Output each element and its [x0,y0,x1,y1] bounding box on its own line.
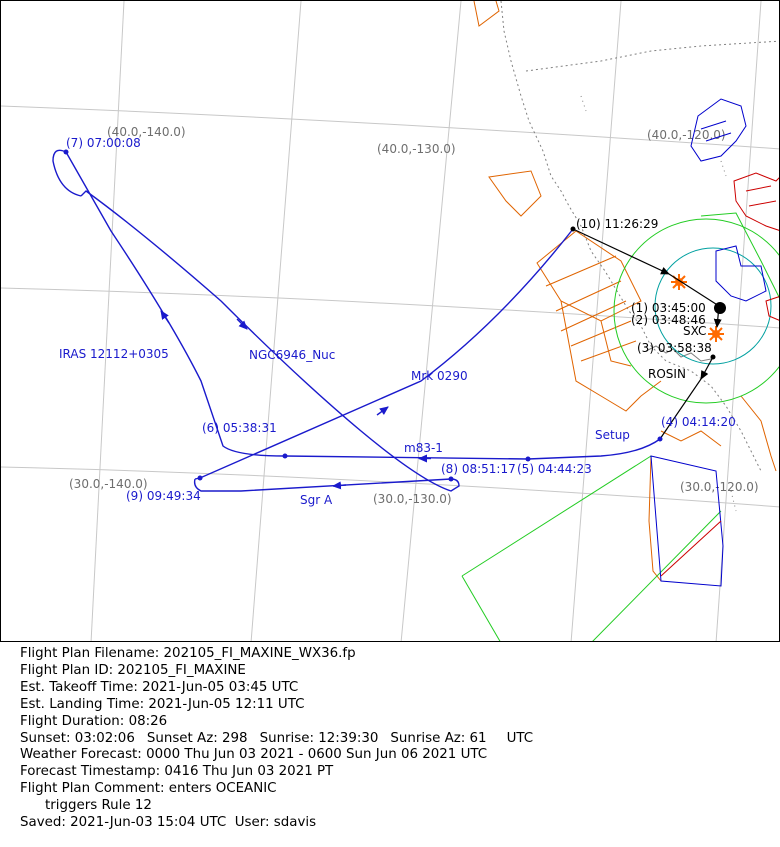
leg-labels: Setup m83-1 IRAS 12112+0305 NGC6946_Nuc … [59,347,630,507]
leg-ngc [80,190,460,492]
graticule [1,1,779,641]
waypoint-label-9: (9) 09:49:34 [126,489,201,503]
fix-label-sxc: SXC [683,324,706,338]
airspace-blue [650,98,767,587]
airspace-red [660,172,779,577]
meridian-135 [250,1,302,641]
coastline [500,1,779,512]
leg-sgra [193,478,452,492]
waypoint-label-2: (2) 03:48:46 [631,313,706,327]
info-comment-continued: triggers Rule 12 [45,798,152,814]
leg-mrk [194,228,574,480]
grid-label-30-120: (30.0,-120.0) [680,480,759,494]
info-sunset: Sunset: 03:02:06 [20,730,135,746]
meridian-140 [90,1,125,641]
info-takeoff: Est. Takeoff Time: 2021-Jun-05 03:45 UTC [20,679,299,695]
waypoint-marker[interactable] [657,436,663,442]
fix-labels: SXC ROSIN [648,324,706,381]
grid-label-40-120: (40.0,-120.0) [647,128,726,142]
leg-iras [65,151,286,457]
info-duration: Flight Duration: 08:26 [20,713,168,729]
departure-track [572,228,722,440]
sun-icon [708,326,724,342]
info-forecast-timestamp: Forecast Timestamp: 0416 Thu Jun 03 2021… [20,764,334,780]
info-sunset-az: Sunset Az: 298 [146,730,248,746]
fix-label-rosin: ROSIN [648,367,686,381]
info-sun-tz: UTC [506,730,534,746]
waypoint-markers [63,149,716,482]
track-arrows [160,310,431,490]
info-weather: Weather Forecast: 0000 Thu Jun 03 2021 -… [20,747,488,763]
info-sunrise: Sunrise: 12:39:30 [259,730,379,746]
waypoint-marker[interactable] [63,149,69,155]
leg-label-ngc: NGC6946_Nuc [249,348,335,362]
info-sunrise-az: Sunrise Az: 61 [390,730,487,746]
waypoint-marker[interactable] [282,453,288,459]
waypoint-labels: (1) 03:45:00 (2) 03:48:46 (3) 03:58:38 (… [66,136,736,503]
waypoint-marker[interactable] [570,226,576,232]
leg-label-iras: IRAS 12112+0305 [59,347,169,361]
grid-label-30-130: (30.0,-130.0) [373,492,452,506]
meridian-125 [570,1,622,641]
waypoint-marker[interactable] [448,476,454,482]
map-view[interactable]: (40.0,-140.0) (40.0,-130.0) (40.0,-120.0… [0,0,780,642]
airport-icon [714,302,726,314]
grid-label-40-140: (40.0,-140.0) [107,125,186,139]
leg-turn-7 [52,149,82,197]
info-comment: Flight Plan Comment: enters OCEANIC [20,781,277,797]
waypoint-label-4: (4) 04:14:20 [661,415,736,429]
leg-label-mrk: Mrk 0290 [411,369,468,383]
waypoint-label-8: (8) 08:51:17 [441,462,516,476]
waypoint-marker[interactable] [710,354,716,360]
waypoint-marker[interactable] [525,456,531,462]
waypoint-label-6: (6) 05:38:31 [202,421,277,435]
airspace-teal-ring [654,247,772,365]
leg-setup [527,438,661,460]
waypoint-label-5: (5) 04:44:23 [517,462,592,476]
flight-track [52,149,661,492]
info-landing: Est. Landing Time: 2021-Jun-05 12:11 UTC [20,696,305,712]
waypoint-label-1: (1) 03:45:00 [631,301,706,315]
grid-label-40-130: (40.0,-130.0) [377,142,456,156]
leg-label-sgra: Sgr A [300,493,333,507]
waypoint-marker[interactable] [197,475,203,481]
info-plan-id: Flight Plan ID: 202105_FI_MAXINE [20,662,246,678]
parallel-35 [1,287,779,329]
grid-labels: (40.0,-140.0) (40.0,-130.0) (40.0,-120.0… [69,125,759,506]
flight-plan-info: Flight Plan Filename: 202105_FI_MAXINE_W… [20,646,760,832]
info-sun-times: Sunset: 03:02:06 Sunset Az: 298 Sunrise: 1… [20,731,760,748]
waypoint-label-3: (3) 03:58:38 [637,341,712,355]
waypoint-label-10: (10) 11:26:29 [576,217,658,231]
leg-label-m83: m83-1 [404,441,443,455]
waypoint-label-7: (7) 07:00:08 [66,136,141,150]
airspace-orange [473,1,777,582]
meridian-130 [400,1,462,641]
airspace-green [461,212,779,641]
leg-label-setup: Setup [595,428,630,442]
info-saved: Saved: 2021-Jun-03 15:04 UTC User: sdavi… [20,815,317,831]
info-filename: Flight Plan Filename: 202105_FI_MAXINE_W… [20,646,356,661]
leg-m83 [284,455,529,460]
grid-label-30-140: (30.0,-140.0) [69,477,148,491]
flight-map[interactable]: (40.0,-140.0) (40.0,-130.0) (40.0,-120.0… [1,1,780,642]
meridian-120 [715,1,762,641]
parallel-30 [1,466,779,508]
parallel-40 [1,105,779,150]
